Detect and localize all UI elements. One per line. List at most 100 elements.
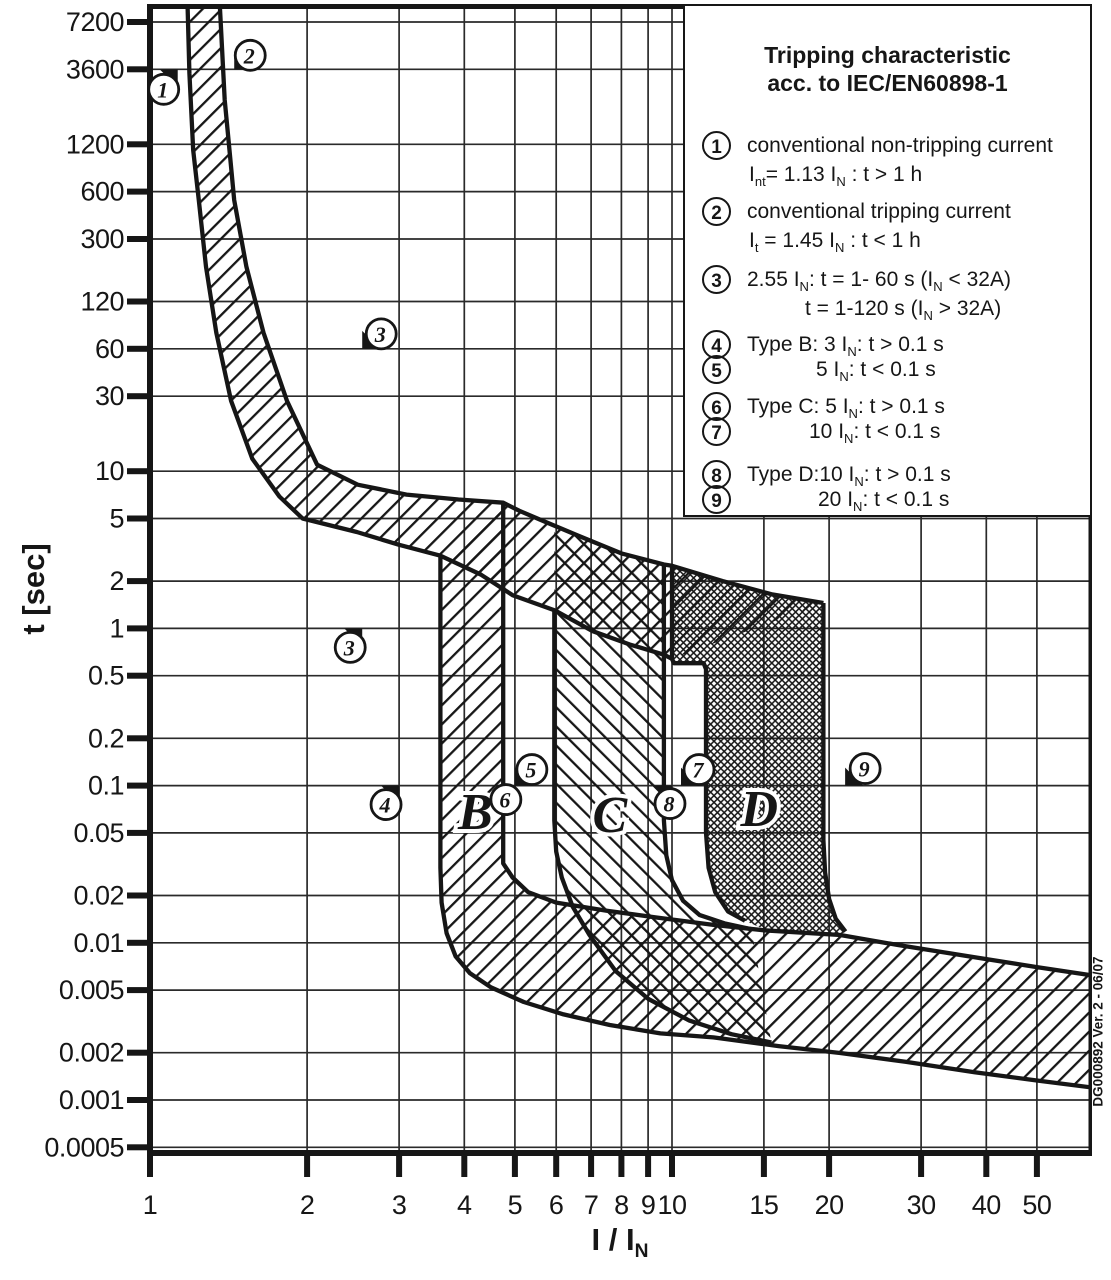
legend-number-1: 1 — [702, 131, 731, 160]
y-tick-label-3600: 3600 — [66, 54, 124, 84]
y-tick-label-0.0005: 0.0005 — [44, 1132, 124, 1162]
legend-row-text: Type D:10 IN: t > 0.1 s — [747, 463, 951, 490]
y-tick-label-0.1: 0.1 — [88, 771, 124, 801]
marker-circle — [364, 317, 398, 351]
marker-number: 4 — [379, 793, 391, 818]
y-tick-label-0.005: 0.005 — [59, 975, 124, 1005]
legend-row-12: 9 20 IN: t < 0.1 s — [685, 485, 1090, 514]
marker-circle — [333, 630, 367, 664]
x-tick-label-7: 7 — [584, 1190, 599, 1220]
marker-circle — [489, 783, 523, 816]
region-label-B: B — [457, 784, 493, 841]
frame-top — [147, 4, 1092, 9]
x-tick-label-3: 3 — [392, 1190, 407, 1220]
y-tick-label-600: 600 — [80, 177, 124, 207]
legend-number-2: 2 — [702, 197, 731, 226]
curve-d-max — [821, 603, 848, 933]
marker-circle — [682, 753, 716, 786]
marker-6-at-5x-0.1s: 6 — [489, 783, 523, 816]
marker-4-at-3x-0.1s: 4 — [369, 785, 403, 821]
type-d-band-region — [672, 565, 846, 935]
y-tick-labels: 7200 3600 1200 600 300 120 60 30 10 5 2 1 0.5 0.2 0.1 0… — [44, 7, 124, 1162]
x-tick-label-1: 1 — [143, 1190, 158, 1220]
legend-number-9: 9 — [702, 485, 731, 514]
marker-3-at-2.55x-60s: 3 — [362, 317, 398, 351]
legend-row-5: 3 2.55 IN: t = 1- 60 s (IN < 32A) — [685, 265, 1090, 294]
legend-row-text: 5 IN: t < 0.1 s — [816, 358, 936, 385]
y-tick-label-7200: 7200 — [66, 7, 124, 37]
x-tick-label-20: 20 — [815, 1190, 844, 1220]
y-axis-title: t [sec] — [16, 543, 51, 635]
marker-5-at-5x-0.1s: 5 — [514, 753, 549, 786]
marker-number: 3 — [374, 322, 386, 347]
marker-9-at-20x-0.1s: 9 — [845, 752, 882, 786]
marker-number: 8 — [664, 792, 675, 817]
plot-frame — [127, 4, 1092, 1177]
legend-row-6: t = 1-120 s (IN > 32A) — [685, 297, 1090, 323]
legend-title-line2: acc. to IEC/EN60898-1 — [767, 70, 1008, 96]
x-tick-label-40: 40 — [972, 1190, 1001, 1220]
x-tick-label-2: 2 — [300, 1190, 315, 1220]
region-letters: B C D — [453, 777, 782, 848]
y-tick-label-0.002: 0.002 — [59, 1038, 124, 1068]
legend-number-7: 7 — [702, 417, 731, 446]
legend-row-11: 8 Type D:10 IN: t > 0.1 s — [685, 460, 1090, 490]
curve-b-max-upper-band — [501, 502, 1089, 978]
legend-row-3: 2 conventional tripping current — [685, 197, 1090, 226]
y-tick-label-1200: 1200 — [66, 129, 124, 159]
legend-row-text: conventional tripping current — [747, 200, 1011, 223]
y-tick-label-30: 30 — [95, 381, 124, 411]
marker-number: 1 — [157, 77, 168, 102]
y-tick-label-0.01: 0.01 — [73, 928, 124, 958]
marker-circle — [653, 787, 687, 820]
legend-row-text: It = 1.45 IN : t < 1 h — [749, 229, 921, 256]
region-label-D: D — [740, 781, 779, 838]
x-tick-labels: 1 2 3 4 5 6 7 8 9 10 15 20 30 40 50 — [143, 1190, 1052, 1220]
legend-box: Tripping characteristic acc. to IEC/EN60… — [683, 4, 1092, 517]
x-tick-label-4: 4 — [457, 1190, 472, 1220]
curve-d-min — [669, 565, 747, 923]
curve-thermal-upper — [217, 6, 824, 606]
y-tick-label-300: 300 — [80, 224, 124, 254]
characteristic-curves — [185, 6, 1089, 1090]
marker-circle — [848, 752, 882, 785]
document-reference-note: DG000892 Ver. 2 - 06/07 — [1090, 956, 1106, 1107]
legend-row-8: 5 5 IN: t < 0.1 s — [685, 355, 1090, 385]
marker-1-at-1.13x-3600s: 1 — [147, 69, 181, 106]
curve-b-min-lower-band — [438, 555, 1089, 1090]
y-tick-label-0.05: 0.05 — [73, 818, 124, 848]
legend-row-2: Int= 1.13 IN : t > 1 h — [685, 163, 1090, 189]
y-tick-label-0.001: 0.001 — [59, 1085, 124, 1115]
y-tick-label-0.5: 0.5 — [88, 661, 124, 691]
x-tick-label-15: 15 — [749, 1190, 778, 1220]
frame-right — [1088, 4, 1092, 1156]
thermal-band-region — [187, 6, 824, 659]
marker-number: 6 — [499, 788, 510, 813]
marker-number: 9 — [859, 757, 870, 782]
x-axis-title: I / IN — [591, 1222, 649, 1263]
legend-number-5: 5 — [702, 355, 731, 384]
x-tick-label-6: 6 — [549, 1190, 564, 1220]
x-tick-label-30: 30 — [907, 1190, 936, 1220]
marker-7-at-10x-0.1s: 7 — [681, 753, 716, 786]
y-tick-label-60: 60 — [95, 334, 124, 364]
legend-row-text: Int= 1.13 IN : t > 1 h — [749, 163, 923, 190]
legend-row-text: t = 1-120 s (IN > 32A) — [805, 297, 1002, 324]
x-tick-label-8: 8 — [614, 1190, 629, 1220]
y-tick-label-0.02: 0.02 — [73, 881, 124, 911]
marker-circle — [515, 753, 549, 786]
y-tick-label-0.2: 0.2 — [88, 723, 124, 753]
legend-title-line1: Tripping characteristic — [764, 42, 1011, 68]
x-tick-label-9: 9 — [641, 1190, 656, 1220]
curve-thermal-lower — [185, 6, 673, 661]
curve-c-min — [552, 610, 772, 1045]
marker-number: 3 — [343, 635, 355, 660]
marker-3-at-2.55x-1s: 3 — [333, 628, 367, 664]
x-tick-label-50: 50 — [1022, 1190, 1051, 1220]
y-tick-label-5: 5 — [109, 504, 124, 534]
point-markers: 1 2 3 3 4 5 6 7 8 9 — [147, 38, 882, 821]
curve-c-max — [661, 564, 752, 932]
legend-row-9: 6 Type C: 5 IN: t > 0.1 s — [685, 392, 1090, 421]
legend-row-text: 10 IN: t < 0.1 s — [809, 420, 941, 447]
